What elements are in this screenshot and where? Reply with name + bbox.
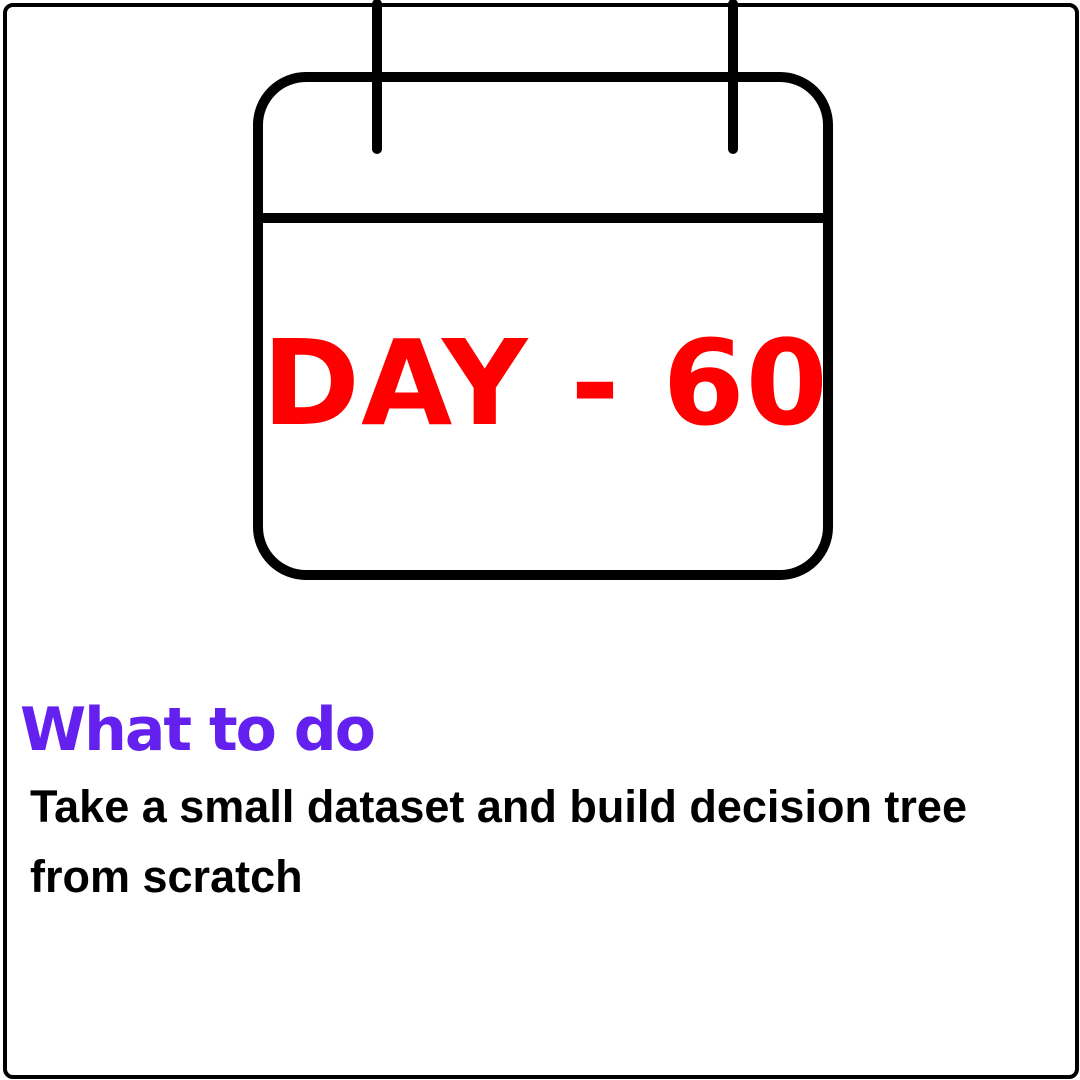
task-description: Take a small dataset and build decision …: [30, 781, 967, 902]
calendar-icon: [253, 0, 833, 580]
day-label: DAY - 60: [262, 314, 829, 452]
calendar-body: [253, 72, 833, 580]
card-frame: [3, 3, 1079, 1079]
section-heading: What to do: [20, 695, 376, 765]
